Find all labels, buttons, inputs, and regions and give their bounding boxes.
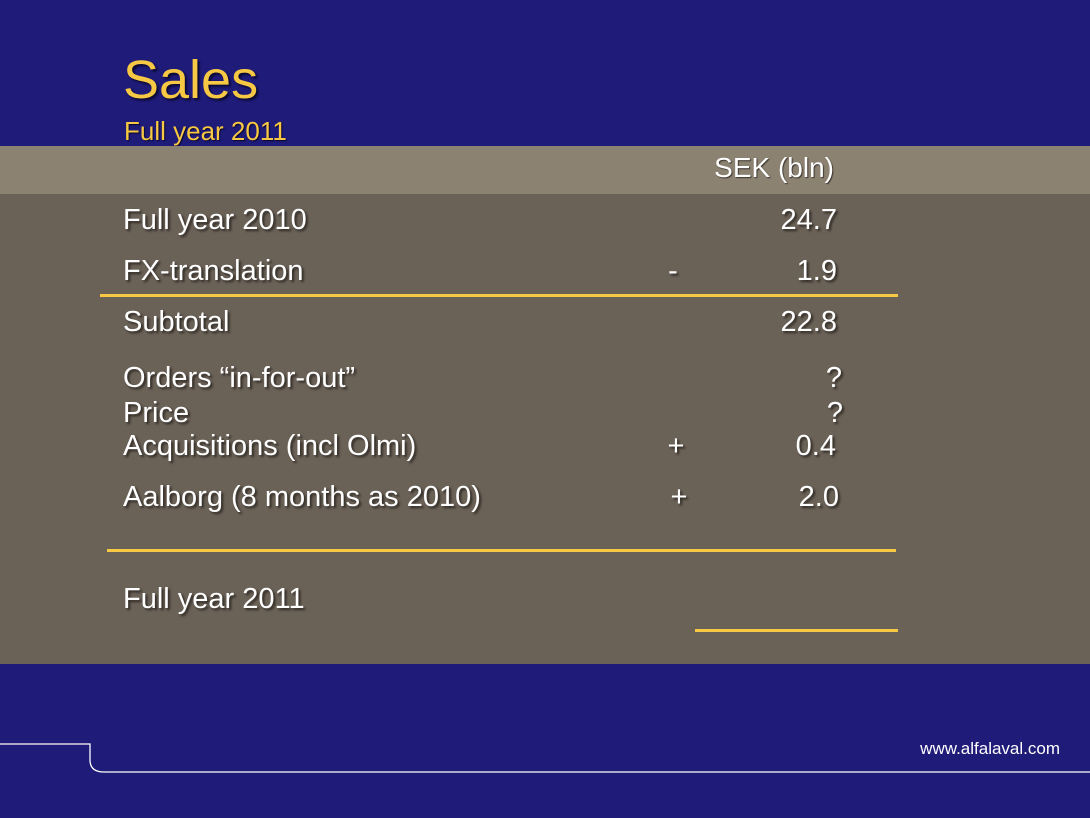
row-sign-fx-translation: - xyxy=(668,255,678,287)
row-label-subtotal: Subtotal xyxy=(123,306,230,338)
unit-header: SEK (bln) xyxy=(714,152,834,183)
footer-url[interactable]: www.alfalaval.com xyxy=(920,739,1060,758)
row-label-full-year-2011: Full year 2011 xyxy=(123,583,305,615)
table-header-band xyxy=(0,146,1090,194)
table-body-panel xyxy=(0,194,1090,664)
row-value-subtotal: 22.8 xyxy=(780,306,837,338)
row-value-fx-translation: 1.9 xyxy=(796,255,837,287)
row-sign-aalborg: + xyxy=(670,481,688,513)
row-sign-acquisitions: + xyxy=(667,430,685,462)
row-label-aalborg: Aalborg (8 months as 2010) xyxy=(123,481,481,513)
row-value-acquisitions: 0.4 xyxy=(795,430,836,462)
slide-subtitle: Full year 2011 xyxy=(124,116,287,146)
row-label-acquisitions: Acquisitions (incl Olmi) xyxy=(123,430,417,462)
row-label-full-year-2010: Full year 2010 xyxy=(123,204,307,236)
row-value-full-year-2010: 24.7 xyxy=(780,204,837,236)
row-value-aalborg: 2.0 xyxy=(798,481,839,513)
answer-rule xyxy=(695,629,898,632)
row-value-orders: ? xyxy=(825,362,842,394)
row-label-fx-translation: FX-translation xyxy=(123,255,304,287)
subtotal-rule xyxy=(100,294,898,297)
row-label-price: Price xyxy=(123,397,190,429)
footer-line xyxy=(0,743,1090,773)
row-value-price: ? xyxy=(826,397,843,429)
row-label-orders: Orders “in-for-out” xyxy=(123,362,356,394)
slide-title: Sales xyxy=(123,50,259,110)
total-rule xyxy=(107,549,896,552)
